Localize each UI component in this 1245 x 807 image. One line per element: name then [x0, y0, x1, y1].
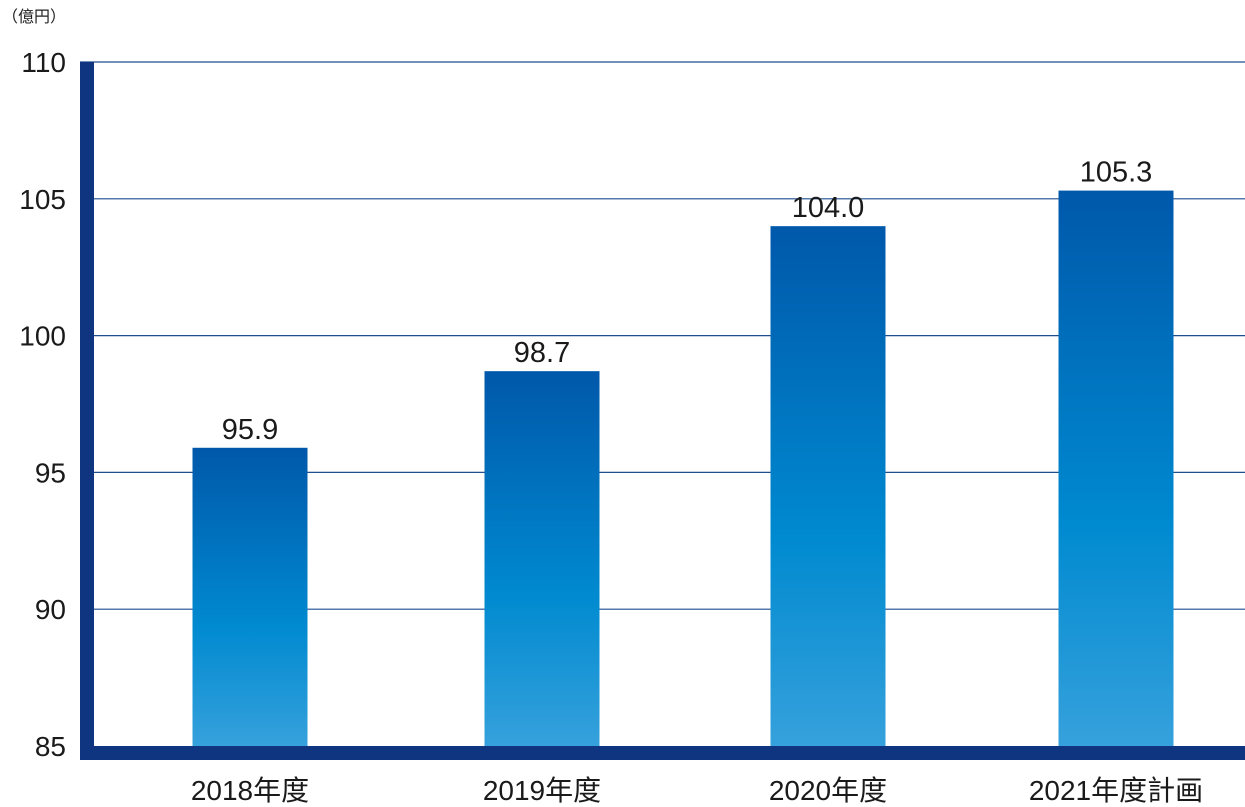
x-tick-label: 2019年度	[483, 775, 601, 806]
y-tick-label: 90	[35, 594, 66, 625]
bar	[192, 447, 308, 746]
y-tick-label: 110	[21, 47, 66, 78]
x-tick-label: 2018年度	[191, 775, 309, 806]
axes	[80, 62, 1245, 760]
data-label: 98.7	[514, 337, 570, 369]
bar	[1058, 190, 1174, 747]
x-axis-line	[80, 746, 1245, 760]
y-tick-label: 95	[35, 457, 66, 488]
y-tick-labels: 110 105 100 95 90 85	[19, 47, 66, 762]
y-unit-label: （億円）	[2, 8, 66, 26]
y-axis-line	[80, 62, 94, 760]
data-label: 95.9	[222, 414, 278, 446]
value-labels: 95.9 98.7 104.0 105.3	[222, 157, 1153, 446]
bar	[484, 371, 600, 746]
bar	[770, 226, 886, 746]
x-tick-label: 2021年度計画	[1029, 775, 1203, 806]
x-tick-label: 2020年度	[769, 775, 887, 806]
y-tick-label: 85	[35, 731, 66, 762]
category-labels: 2018年度 2019年度 2020年度 2021年度計画	[191, 775, 1203, 806]
y-tick-label: 100	[19, 321, 66, 352]
bars	[192, 190, 1174, 747]
data-label: 104.0	[792, 192, 865, 224]
y-tick-label: 105	[19, 184, 66, 215]
data-label: 105.3	[1080, 157, 1153, 189]
